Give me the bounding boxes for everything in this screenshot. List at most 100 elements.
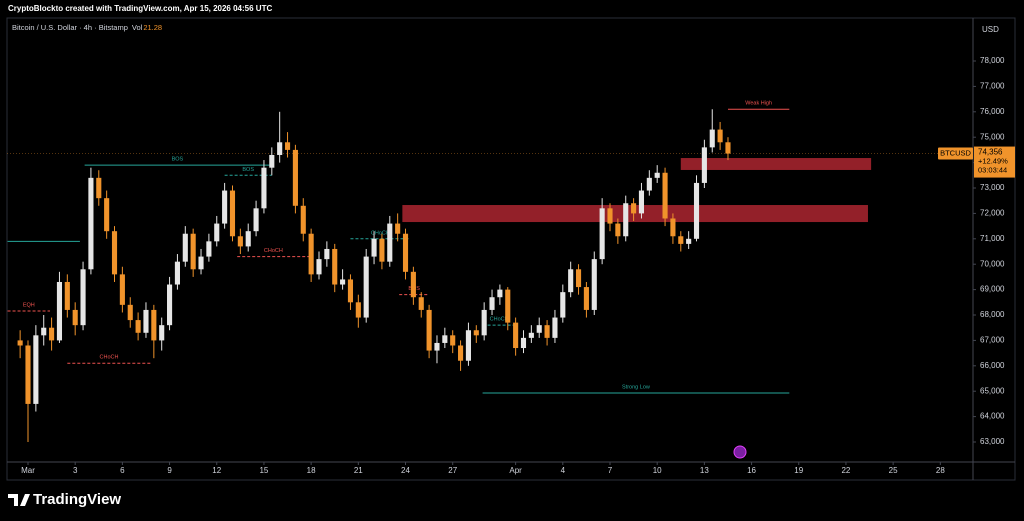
candle-body — [410, 271, 416, 298]
candle-body — [269, 154, 275, 168]
zone — [402, 205, 868, 223]
candle-body — [104, 198, 110, 232]
volume-value: 21.28 — [143, 23, 162, 32]
candle-body — [96, 177, 102, 199]
candle-body — [701, 147, 707, 183]
structure-label: EQH — [23, 302, 35, 308]
x-tick-label: 9 — [167, 466, 172, 475]
candle-body — [693, 182, 700, 239]
indicator-icon[interactable] — [733, 445, 747, 459]
y-tick-label: 64,000 — [980, 412, 1005, 421]
candle-body — [88, 177, 94, 270]
y-tick-label: 75,000 — [980, 132, 1005, 141]
icon[interactable] — [733, 445, 747, 459]
candle-body — [583, 287, 589, 310]
candle-body — [80, 269, 86, 326]
x-tick-label: 3 — [73, 466, 78, 475]
candle-body — [363, 256, 369, 318]
candle-body — [190, 233, 196, 270]
candle-body — [292, 149, 298, 206]
candle-body — [709, 129, 715, 148]
candle-body — [387, 223, 393, 262]
symbol-tag — [938, 147, 973, 160]
candle-body — [379, 238, 385, 262]
candle-body — [174, 261, 180, 285]
candle-body — [442, 335, 448, 343]
candle-body — [528, 332, 534, 338]
structure-label: CHoCH — [490, 317, 509, 323]
x-tick-label: 12 — [212, 466, 221, 475]
x-tick-label: 16 — [747, 466, 756, 475]
candle-body — [725, 142, 731, 154]
candle-body — [308, 233, 314, 275]
brand: TradingView — [33, 491, 121, 508]
x-tick-label: 24 — [401, 466, 410, 475]
symbol: BTCUSD — [940, 149, 971, 158]
candle-body — [347, 279, 354, 303]
candle-body — [544, 325, 550, 338]
candle-body — [646, 177, 652, 191]
y-tick-label: 69,000 — [980, 285, 1005, 294]
candle-body — [434, 342, 440, 351]
x-tick-label: 18 — [307, 466, 316, 475]
candle-body — [245, 231, 251, 247]
candle-body — [402, 233, 409, 272]
y-tick-label: 65,000 — [980, 386, 1005, 395]
candle-body — [458, 345, 464, 361]
candle-body — [277, 142, 283, 155]
frame — [6, 17, 1016, 481]
y-tick-label: 78,000 — [980, 56, 1005, 65]
candle-body — [520, 337, 527, 349]
candle-body — [143, 309, 149, 333]
candle-body — [135, 320, 141, 333]
candle-body — [395, 223, 401, 234]
candle-body — [111, 231, 118, 275]
candle-body — [670, 218, 676, 237]
candle-body — [489, 297, 495, 310]
header: CryptoBlockto created with TradingView.c… — [8, 4, 272, 13]
candle-body — [119, 274, 125, 305]
candle-body — [159, 325, 165, 341]
candle-body — [324, 248, 330, 260]
candle-body — [418, 297, 424, 310]
price-tag — [974, 146, 1015, 178]
candle-body — [607, 208, 613, 224]
structure-label: BOS — [172, 157, 184, 163]
candle-body — [56, 281, 63, 341]
structure-label: CHoCH — [264, 248, 283, 254]
candle-body — [450, 335, 456, 346]
candle-body — [198, 256, 204, 270]
candle-body — [151, 309, 157, 341]
y-tick-label: 71,000 — [980, 234, 1005, 243]
candle-body — [481, 309, 487, 336]
candle-body — [222, 190, 228, 224]
candle-body — [536, 325, 542, 333]
countdown: 03:03:44 — [978, 166, 1007, 175]
y-tick-label: 77,000 — [980, 82, 1005, 91]
candle-body — [64, 281, 70, 310]
candle-body — [575, 269, 582, 288]
candle-body — [513, 322, 519, 349]
y-tick-label: 70,000 — [980, 259, 1005, 268]
candle-body — [552, 317, 558, 338]
x-tick-label: 27 — [448, 466, 457, 475]
candle-body — [591, 259, 597, 310]
legend-volume: Vol 21.28 — [132, 23, 162, 32]
x-tick-label: 25 — [889, 466, 898, 475]
candle-body — [49, 327, 55, 341]
candle-body — [371, 238, 377, 257]
last-price: 74,356 — [978, 148, 1003, 157]
candle-body — [497, 289, 503, 298]
candle-body — [229, 190, 236, 237]
x-tick-label: 28 — [936, 466, 945, 475]
candle-body — [253, 208, 259, 232]
x-tick-label: 15 — [259, 466, 268, 475]
x-tick-label: 10 — [653, 466, 662, 475]
candle-body — [261, 167, 267, 209]
volume-label: Vol — [132, 23, 143, 32]
candle-body — [41, 327, 47, 336]
y-tick-label: 76,000 — [980, 107, 1005, 116]
candle-body — [72, 309, 78, 326]
candle-body — [560, 292, 566, 318]
